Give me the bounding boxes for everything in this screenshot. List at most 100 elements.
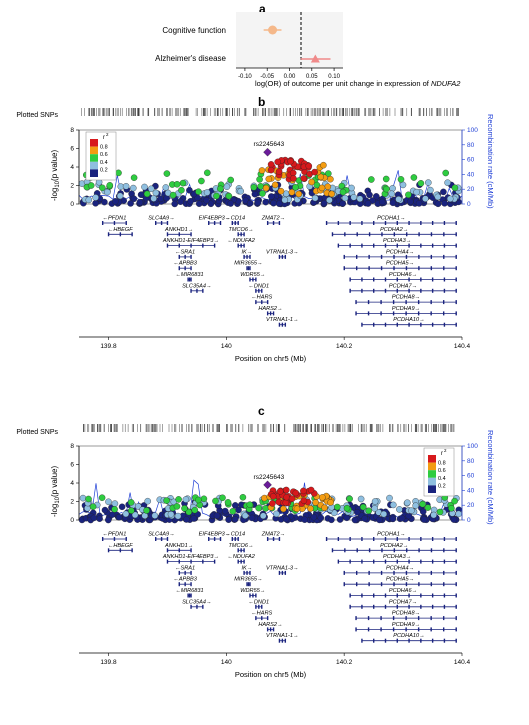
gene-exon xyxy=(393,548,396,553)
snp-point xyxy=(389,515,397,523)
gene-exon xyxy=(155,221,157,225)
gene-label: ←HARS xyxy=(251,295,272,301)
gene-label: ANKHD1→ xyxy=(164,543,193,549)
snp-point xyxy=(341,194,349,202)
snp-point xyxy=(388,190,395,198)
x-tick-label: 139.8 xyxy=(100,343,117,350)
x-axis-label: Position on chr5 (Mb) xyxy=(235,670,307,679)
y-tick-label: 4 xyxy=(70,480,74,487)
gene-label: ←NDUFA2 xyxy=(227,554,255,560)
gene-exon xyxy=(190,254,192,259)
snp-point xyxy=(85,495,92,503)
snp-point xyxy=(115,513,123,521)
gene-label: ←SRA1 xyxy=(175,249,195,255)
snp-point xyxy=(130,174,138,181)
gene-exon xyxy=(396,288,398,293)
gene-exon xyxy=(455,300,457,305)
gene-exon xyxy=(284,570,287,575)
gene-exon xyxy=(417,300,420,305)
snp-point xyxy=(221,507,229,515)
gene-exon xyxy=(392,627,395,632)
gene-label: ZMAT2→ xyxy=(261,532,286,538)
gene-exon xyxy=(455,221,457,225)
snp-point xyxy=(410,174,418,181)
snp-point xyxy=(246,501,254,508)
gene-exon xyxy=(237,559,239,564)
gene-label: ←CD14 xyxy=(225,532,245,538)
snp-point xyxy=(328,516,335,524)
gene-exon xyxy=(113,221,116,225)
gene-label: SLC35A4→ xyxy=(182,599,212,605)
snp-point xyxy=(219,494,226,502)
snp-point xyxy=(283,486,290,494)
gene-exon xyxy=(190,277,192,282)
gene-track: ←PFDN1 SLC4A9→ ←HBEGF ANKHD1→ ANKHD1-EIF4EBP… xyxy=(101,532,457,643)
gene-exon xyxy=(368,548,371,553)
gene-exon xyxy=(417,627,420,632)
gene-exon xyxy=(178,548,180,553)
gene-label: SLC4A9→ xyxy=(148,216,174,222)
snp-point xyxy=(167,511,175,518)
gene-exon xyxy=(373,604,375,609)
snp-point xyxy=(203,197,210,204)
snp-point xyxy=(195,200,203,207)
snp-point xyxy=(268,193,275,200)
gene-exon xyxy=(381,232,383,237)
gene-exon xyxy=(356,232,358,237)
gene-exon xyxy=(418,254,420,259)
gene-exon xyxy=(408,537,410,541)
gene-exon xyxy=(237,221,239,225)
gene-exon xyxy=(442,616,445,621)
snp-point xyxy=(141,183,148,191)
gene-exon xyxy=(196,604,198,609)
gene-exon xyxy=(240,232,242,237)
gene-exon xyxy=(455,570,457,575)
snp-point xyxy=(92,194,99,201)
gene-exon xyxy=(125,221,127,225)
legend-tick-label: 0.2 xyxy=(100,167,108,173)
lead-snp xyxy=(263,147,272,157)
gene-exon xyxy=(361,638,363,643)
gene-exon xyxy=(430,254,433,259)
snp-point xyxy=(353,508,361,516)
snp-point xyxy=(85,196,93,204)
gene-label: ←DND1 xyxy=(248,283,269,289)
gene-exon xyxy=(361,221,363,225)
gene-exon xyxy=(155,537,157,541)
snp-point xyxy=(131,511,139,519)
gene-label: ←PFDN1 xyxy=(102,216,126,222)
gene-exon xyxy=(184,266,186,271)
gene-exon xyxy=(101,537,104,541)
legend-tick-label: 0.4 xyxy=(100,160,108,166)
snp-point xyxy=(246,199,254,207)
gene-exon xyxy=(380,616,382,621)
y-axis-left: 0 2 4 6 8 xyxy=(70,127,80,208)
gene-exon xyxy=(380,311,382,316)
gene-exon xyxy=(405,570,408,575)
gene-exon xyxy=(384,243,387,248)
snp-point xyxy=(343,514,351,522)
snp-point xyxy=(127,200,134,207)
gene-exon xyxy=(272,221,275,225)
gene-exon xyxy=(219,221,222,225)
gene-exon xyxy=(208,537,210,541)
gene-label: EIF4EBP3→ xyxy=(199,532,231,538)
gene-exon xyxy=(281,322,284,327)
gene-exon xyxy=(190,582,192,587)
gene-exon xyxy=(281,570,284,575)
snp-point xyxy=(451,497,458,505)
gene-label: PCDHA8→ xyxy=(392,295,420,301)
gene-exon xyxy=(202,288,204,293)
snp-point xyxy=(237,187,244,195)
snp-point xyxy=(427,186,434,194)
gene-exon xyxy=(344,232,346,237)
gene-exon xyxy=(420,277,422,282)
snp-point xyxy=(225,192,233,200)
gene-exon xyxy=(213,221,216,225)
x-tick-label: 140.2 xyxy=(336,659,353,666)
gene-exon xyxy=(266,311,269,316)
gene-label: VTRNA1-3→ xyxy=(266,249,299,255)
regional-plot-c: c Plotted SNPs rs2245643 r20.80.60.40.2 … xyxy=(16,404,495,679)
gene-exon xyxy=(166,232,169,237)
gene-exon xyxy=(431,593,434,598)
